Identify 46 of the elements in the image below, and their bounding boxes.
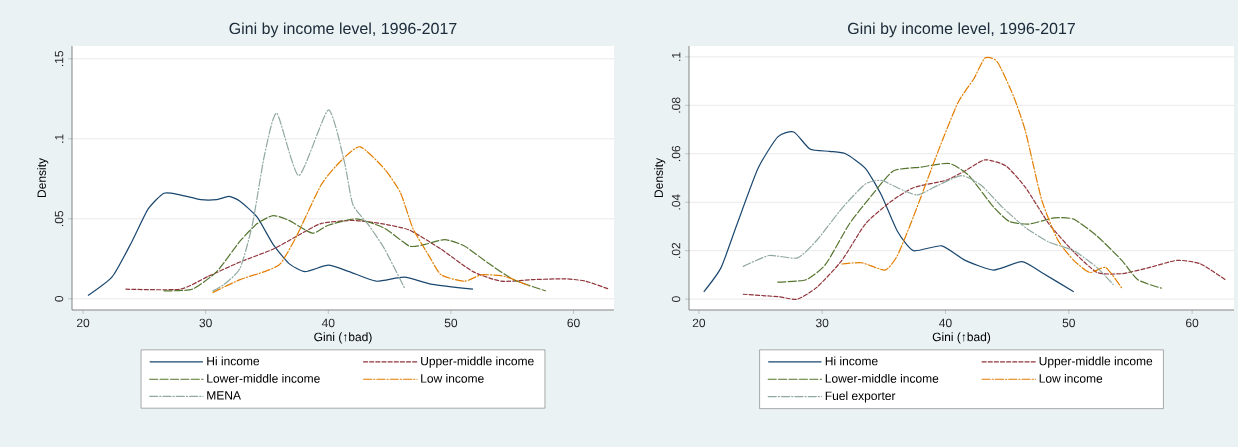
line-series — [742, 159, 1226, 300]
y-axis-title: Density — [654, 158, 666, 198]
y-tick-label: .08 — [671, 97, 681, 113]
x-tick-label: 60 — [567, 318, 580, 328]
line-series — [212, 146, 530, 293]
y-tick-label: .02 — [671, 242, 681, 258]
x-tick-label: 50 — [444, 318, 458, 328]
line-series — [212, 109, 405, 292]
line-series — [777, 162, 1162, 289]
legend-label: Lower-middle income — [825, 373, 939, 383]
line-series — [703, 131, 1075, 293]
x-tick-label: 50 — [1062, 318, 1075, 328]
x-tick-label: 20 — [692, 318, 706, 328]
legend-label: Upper-middle income — [1039, 356, 1153, 368]
y-tick-label: .05 — [54, 210, 64, 227]
legend-label: Lower-middle income — [207, 373, 320, 383]
x-tick-label: 40 — [321, 318, 335, 328]
y-tick-label: .04 — [671, 194, 681, 210]
chart-title: Gini by income level, 1996-2017 — [229, 22, 457, 38]
legend-label: Hi income — [207, 356, 260, 366]
y-tick-label: .1 — [55, 134, 64, 143]
x-axis-title: Gini (↑bad) — [314, 332, 372, 344]
x-tick-label: 30 — [199, 318, 212, 328]
line-series — [163, 215, 546, 292]
line-series — [87, 192, 474, 297]
x-axis-title: Gini (↑bad) — [932, 332, 991, 344]
legend-label: Fuel exporter — [825, 391, 896, 403]
legend-label: Low income — [421, 373, 484, 383]
line-series — [841, 56, 1123, 289]
line-series — [742, 174, 1114, 286]
y-tick-label: .06 — [671, 145, 681, 162]
y-tick-label: .15 — [54, 50, 64, 67]
y-tick-label: 0 — [54, 295, 64, 302]
x-tick-label: 30 — [815, 318, 829, 328]
y-tick-label: .1 — [672, 52, 681, 61]
legend-label: Low income — [1039, 373, 1103, 383]
legend-label: Upper-middle income — [421, 356, 534, 368]
legend-label: MENA — [207, 391, 241, 400]
x-tick-label: 60 — [1186, 318, 1199, 328]
y-tick-label: 0 — [671, 296, 681, 302]
line-series — [125, 219, 610, 291]
y-axis-title: Density — [37, 158, 49, 198]
legend-label: Hi income — [825, 356, 878, 366]
chart-title: Gini by income level, 1996-2017 — [848, 22, 1075, 38]
x-tick-label: 40 — [939, 318, 952, 328]
x-tick-label: 20 — [76, 318, 90, 328]
